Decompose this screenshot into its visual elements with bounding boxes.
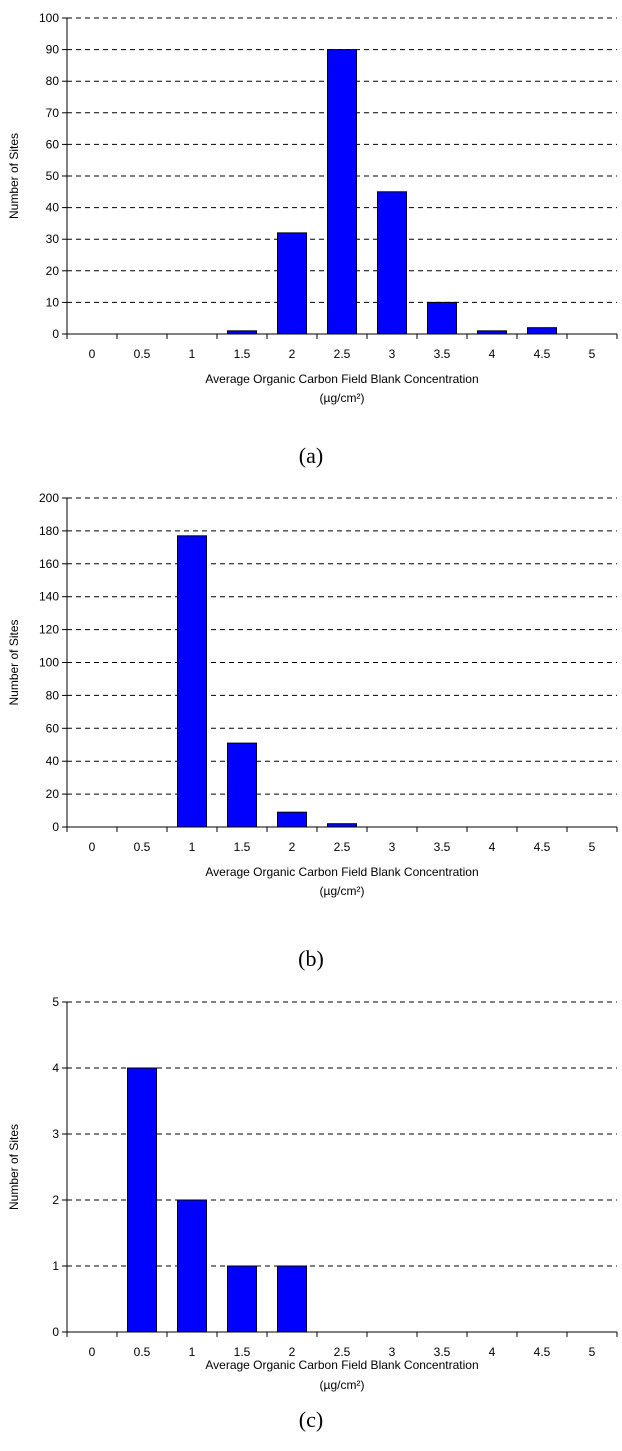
- bar: [127, 1067, 157, 1333]
- x-tick-label: 3: [389, 347, 396, 361]
- chart-1: 0 10 20 30 40 50 60 70 80 90 100 0 0.5 1 1.5 2 2.5 3 3.5 4 4…: [7, 11, 618, 468]
- y-tick-label: 50: [46, 169, 60, 183]
- y-tick-label: 40: [46, 754, 60, 768]
- y-tick-label: 20: [46, 787, 60, 801]
- y-tick-label: 60: [46, 137, 60, 151]
- x-tick-label: 2: [289, 840, 296, 854]
- x-axis-title: Average Organic Carbon Field Blank Conce…: [205, 372, 478, 386]
- x-tick-label: 2.5: [334, 1345, 351, 1359]
- x-axis-title: Average Organic Carbon Field Blank Conce…: [205, 1358, 478, 1372]
- y-tick-label: 5: [52, 995, 59, 1009]
- y-tick-label: 0: [52, 327, 59, 341]
- bar: [227, 742, 257, 828]
- chart-2: 0 20 40 60 80 100 120 140 160 180 200 0 0.5 1 1.5 2 2.5 3…: [7, 491, 618, 971]
- x-axis-title: Average Organic Carbon Field Blank Conce…: [205, 865, 478, 879]
- y-tick-label: 100: [39, 11, 59, 25]
- x-tick-label: 1.5: [234, 840, 251, 854]
- chart-3: 0 1 2 3 4 5 0 0.5 1 1.5 2 2.5 3 3.5 4 4.5 5 Average Organ…: [7, 995, 618, 1432]
- bar: [377, 191, 407, 335]
- x-tick-label: 4: [489, 347, 496, 361]
- y-tick-label: 100: [39, 656, 59, 670]
- y-tick-label: 4: [52, 1061, 59, 1075]
- y-tick-label: 40: [46, 201, 60, 215]
- panel-label: (a): [299, 443, 323, 468]
- x-tick-label: 0.5: [134, 840, 151, 854]
- x-tick-label: 4: [489, 1345, 496, 1359]
- bar: [277, 232, 307, 335]
- x-tick-label: 3.5: [434, 1345, 451, 1359]
- bar: [427, 301, 457, 335]
- y-tick-label: 70: [46, 106, 60, 120]
- x-tick-label: 5: [589, 347, 596, 361]
- y-tick-label: 1: [52, 1259, 59, 1273]
- x-tick-label: 4.5: [534, 840, 551, 854]
- x-tick-label: 5: [589, 840, 596, 854]
- y-tick-label: 2: [52, 1193, 59, 1207]
- x-tick-label: 4.5: [534, 347, 551, 361]
- bar: [177, 535, 207, 828]
- panel-label: (c): [299, 1407, 323, 1432]
- y-tick-label: 3: [52, 1127, 59, 1141]
- panel-label: (b): [298, 946, 324, 971]
- y-axis-title: Number of Sites: [7, 133, 21, 219]
- x-tick-label: 1: [189, 840, 196, 854]
- y-tick-label: 90: [46, 43, 60, 57]
- x-tick-label: 4.5: [534, 1345, 551, 1359]
- x-axis-units: (µg/cm²): [320, 391, 365, 405]
- x-tick-label: 0.5: [134, 347, 151, 361]
- bar: [277, 1265, 307, 1333]
- x-tick-label: 2: [289, 1345, 296, 1359]
- x-axis-units: (µg/cm²): [320, 884, 365, 898]
- y-tick-label: 160: [39, 557, 59, 571]
- bar: [177, 1199, 207, 1333]
- x-tick-label: 3: [389, 1345, 396, 1359]
- y-tick-label: 80: [46, 74, 60, 88]
- y-axis-title: Number of Sites: [7, 619, 21, 705]
- y-tick-label: 30: [46, 232, 60, 246]
- x-tick-label: 4: [489, 840, 496, 854]
- x-tick-label: 3.5: [434, 840, 451, 854]
- x-tick-label: 0.5: [134, 1345, 151, 1359]
- x-tick-label: 0: [89, 347, 96, 361]
- bar: [327, 49, 357, 335]
- y-tick-label: 20: [46, 264, 60, 278]
- y-tick-label: 80: [46, 688, 60, 702]
- bar: [527, 327, 557, 335]
- y-tick-label: 10: [46, 295, 60, 309]
- x-tick-label: 2: [289, 347, 296, 361]
- x-axis-units: (µg/cm²): [320, 1378, 365, 1392]
- y-tick-label: 0: [52, 1325, 59, 1339]
- bar: [277, 811, 307, 828]
- x-tick-label: 1: [189, 347, 196, 361]
- y-tick-label: 0: [52, 820, 59, 834]
- x-tick-label: 0: [89, 1345, 96, 1359]
- x-tick-label: 5: [589, 1345, 596, 1359]
- y-tick-label: 200: [39, 491, 59, 505]
- y-tick-label: 180: [39, 524, 59, 538]
- x-tick-label: 2.5: [334, 347, 351, 361]
- y-tick-label: 120: [39, 623, 59, 637]
- x-tick-label: 1.5: [234, 1345, 251, 1359]
- x-tick-label: 3.5: [434, 347, 451, 361]
- x-tick-label: 0: [89, 840, 96, 854]
- y-tick-label: 60: [46, 721, 60, 735]
- x-tick-label: 2.5: [334, 840, 351, 854]
- y-axis-title: Number of Sites: [7, 1124, 21, 1210]
- x-tick-label: 1.5: [234, 347, 251, 361]
- bar: [227, 1265, 257, 1333]
- x-tick-label: 1: [189, 1345, 196, 1359]
- x-tick-label: 3: [389, 840, 396, 854]
- y-tick-label: 140: [39, 590, 59, 604]
